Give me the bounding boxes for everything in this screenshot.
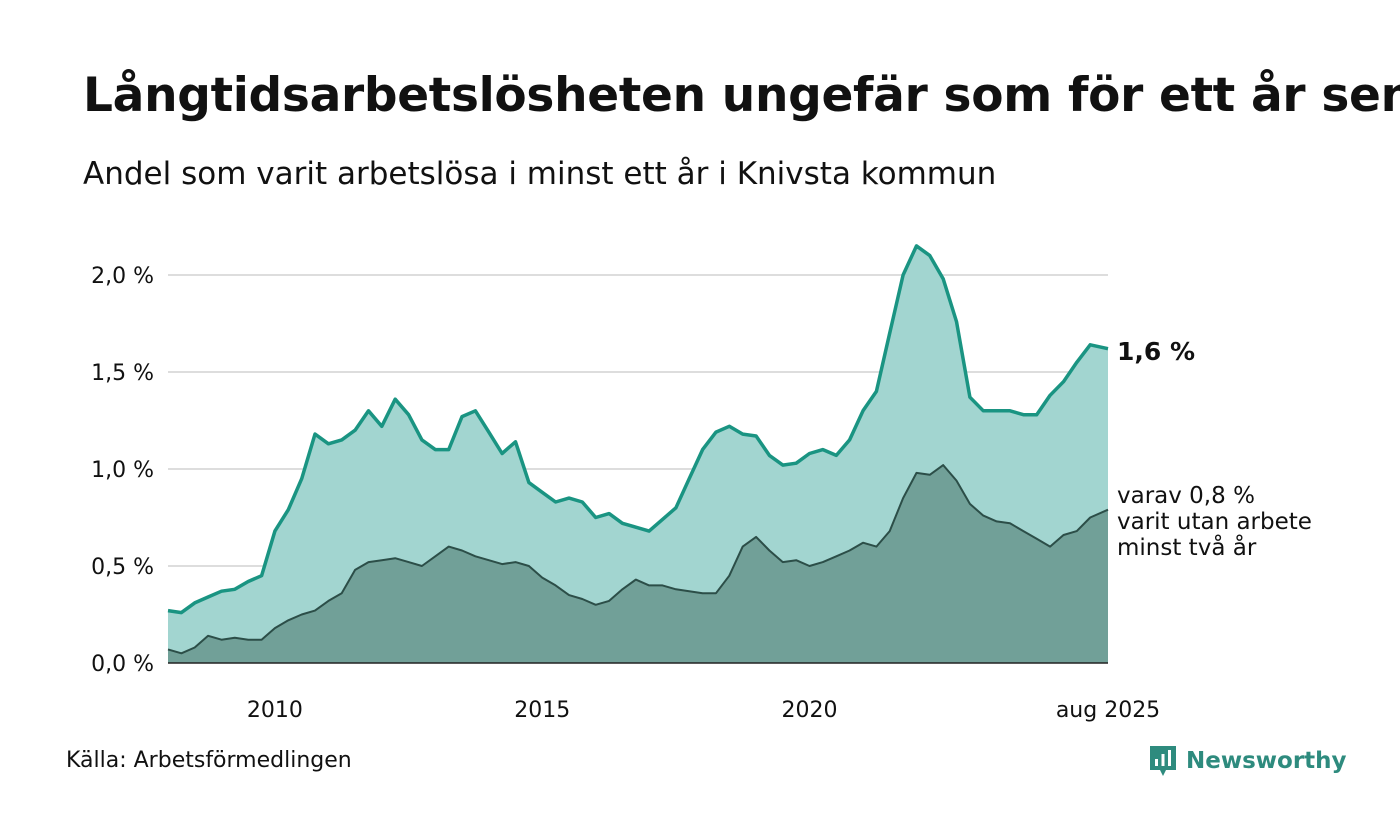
y-tick-label: 2,0 % <box>91 264 154 289</box>
y-tick-label: 1,5 % <box>91 361 154 386</box>
bar-chart-logo-icon <box>1150 746 1176 776</box>
sub-end-label-line-2: varit utan arbete <box>1117 509 1312 535</box>
series-sub-line <box>167 464 1109 655</box>
chart-subtitle: Andel som varit arbetslösa i minst ett å… <box>83 156 997 192</box>
y-axis-ticks: 0,0 % 0,5 % 1,0 % 1,5 % 2,0 % <box>91 264 154 677</box>
source-note: Källa: Arbetsförmedlingen <box>66 748 352 773</box>
x-tick-label: 2020 <box>782 698 838 723</box>
area-chart: 0,0 % 0,5 % 1,0 % 1,5 % 2,0 % 2010 2015 2020 au… <box>91 244 1312 723</box>
x-tick-label: 2015 <box>514 698 570 723</box>
x-tick-label: aug 2025 <box>1056 698 1160 723</box>
x-axis-ticks: 2010 2015 2020 aug 2025 <box>247 698 1160 723</box>
brand-logo: Newsworthy <box>1148 744 1347 778</box>
brand-name: Newsworthy <box>1186 748 1347 774</box>
series-sub-area <box>168 465 1108 663</box>
x-tick-label: 2010 <box>247 698 303 723</box>
y-tick-label: 1,0 % <box>91 458 154 483</box>
sub-end-label-line-3: minst två år <box>1117 533 1257 561</box>
y-tick-label: 0,0 % <box>91 652 154 677</box>
series-total-line <box>167 244 1109 615</box>
total-end-label: 1,6 % <box>1117 337 1195 366</box>
chart-title: Långtidsarbetslösheten ungefär som för e… <box>83 68 1400 123</box>
sub-end-label-line-1: varav 0,8 % <box>1117 483 1255 509</box>
y-tick-label: 0,5 % <box>91 555 154 580</box>
